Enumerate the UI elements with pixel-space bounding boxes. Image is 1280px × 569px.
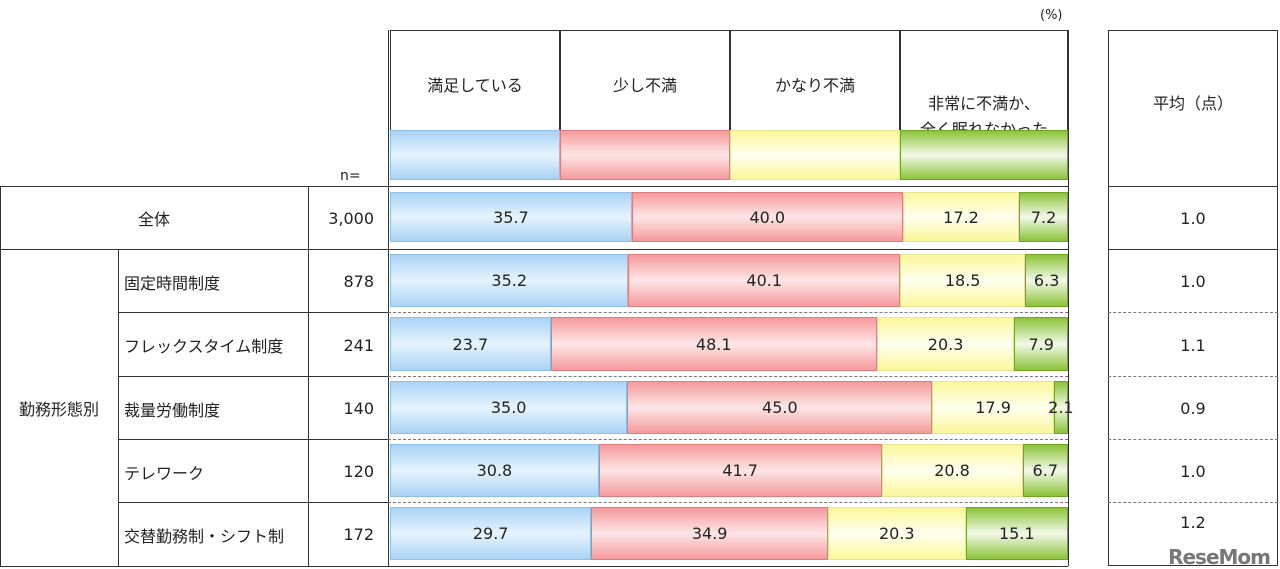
avg-divider-dashed (1108, 439, 1278, 440)
legend-label: かなり不満 (774, 76, 855, 95)
legend-swatch (560, 130, 730, 180)
row-label: 固定時間制度 (124, 273, 221, 293)
row-divider-dashed (388, 376, 1068, 377)
unit-label: (%) (1040, 8, 1063, 23)
bar-segment-1: 48.1 (550, 317, 877, 371)
row-divider (118, 312, 388, 313)
row-avg: 1.0 (1180, 462, 1206, 481)
legend-swatch (390, 130, 560, 180)
row-n: 172 (343, 525, 374, 544)
row-avg: 1.1 (1180, 335, 1206, 355)
bar-segment-2: 20.3 (827, 507, 966, 560)
bar-segment-1: 34.9 (591, 507, 828, 560)
resemom-logo: ReseMom (1168, 545, 1271, 569)
row-divider (118, 439, 388, 440)
bar-segment-3: 2.1 (1048, 381, 1074, 434)
bar-segment-3: 6.3 (1025, 254, 1068, 307)
row-divider-dashed (388, 312, 1068, 313)
bar-segment-0: 30.8 (390, 444, 599, 497)
avg-divider-dashed (1108, 312, 1278, 313)
bar-segment-0: 35.2 (390, 254, 629, 307)
avg-box (1108, 30, 1278, 566)
bar-left-border (388, 30, 389, 566)
row-divider-dashed (388, 502, 1068, 503)
bar-right-border (1068, 30, 1069, 566)
bar-segment-2: 17.2 (902, 192, 1020, 242)
row-n: 140 (343, 399, 374, 418)
row-label: 裁量労働制度 (124, 400, 221, 420)
bar-segment-2: 17.9 (932, 381, 1054, 434)
avg-divider-dashed (1108, 502, 1278, 503)
legend-label: 少し不満 (612, 76, 677, 95)
bar-segment-3: 15.1 (965, 507, 1068, 560)
bar-segment-1: 40.1 (628, 254, 900, 307)
legend-label-line1: 非常に不満か、 (928, 93, 1040, 113)
bar-segment-0: 23.7 (390, 317, 551, 371)
bar-segment-3: 6.7 (1022, 444, 1068, 497)
bar-segment-1: 41.7 (598, 444, 882, 497)
bar-segment-1: 40.0 (631, 192, 903, 242)
bar-segment-2: 20.3 (876, 317, 1015, 371)
avg-line (1108, 249, 1278, 250)
left-border (0, 186, 1, 566)
row-divider (118, 376, 388, 377)
row-avg: 0.9 (1180, 399, 1206, 418)
bar-segment-3: 7.2 (1019, 192, 1068, 242)
legend-swatch (730, 130, 900, 180)
row-avg: 1.2 (1180, 512, 1206, 532)
legend-header-0: 満足している (390, 30, 560, 180)
bottom-line (0, 566, 1068, 567)
n-label: n= (340, 168, 361, 184)
row-label: テレワーク (124, 463, 205, 483)
row-n: 878 (343, 272, 374, 291)
legend-swatch (900, 130, 1068, 180)
row-n: 3,000 (328, 208, 374, 228)
row-label: 全体 (137, 210, 170, 229)
bar-segment-0: 35.0 (390, 381, 628, 434)
col-divider (118, 249, 119, 566)
bar-segment-0: 29.7 (390, 507, 592, 560)
row-label: 交替勤務制・シフト制 (124, 526, 285, 546)
avg-line (1108, 186, 1278, 187)
row-avg: 1.0 (1180, 272, 1206, 291)
bar-segment-3: 7.9 (1014, 317, 1068, 371)
row-label: フレックスタイム制度 (124, 337, 284, 356)
bar-segment-1: 45.0 (627, 381, 933, 434)
row-divider-dashed (388, 439, 1068, 440)
legend-label: 満足している (427, 76, 523, 95)
bar-segment-2: 20.8 (881, 444, 1023, 497)
avg-divider-dashed (1108, 376, 1278, 377)
avg-header: 平均（点） (1152, 94, 1233, 113)
table-top-line (0, 186, 1068, 187)
bar-segment-2: 18.5 (900, 254, 1026, 307)
legend-header-2: かなり不満 (730, 30, 900, 180)
group-label: 勤務形態別 (18, 399, 99, 419)
row-avg: 1.0 (1180, 208, 1206, 228)
row-n: 120 (343, 462, 374, 481)
row-divider (118, 502, 388, 503)
table-top-line-2 (0, 249, 1068, 250)
bar-segment-0: 35.7 (390, 192, 632, 242)
row-n: 241 (343, 335, 374, 355)
legend-header-1: 少し不満 (560, 30, 730, 180)
